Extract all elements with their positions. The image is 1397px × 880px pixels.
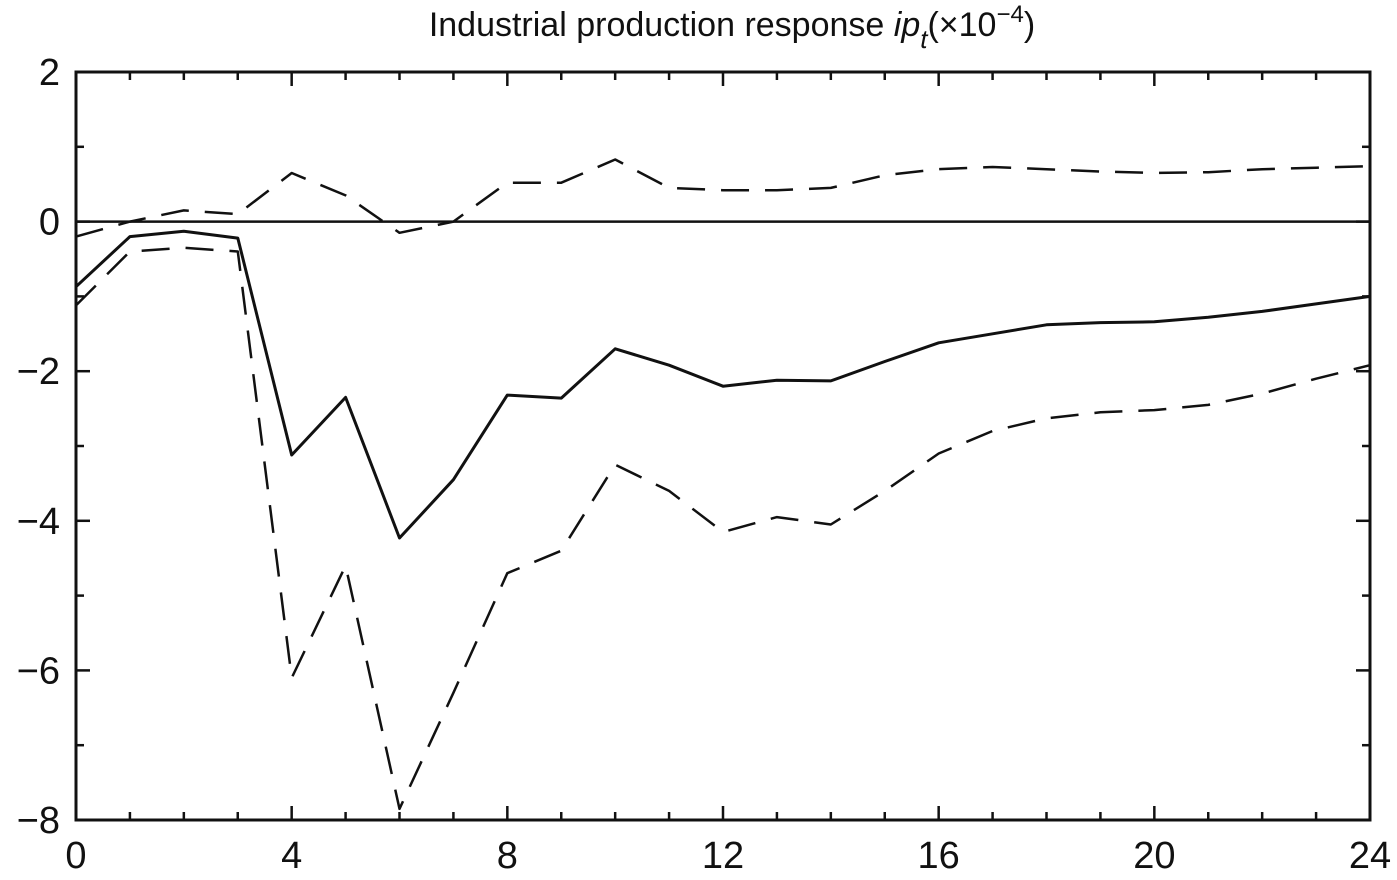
x-tick-label: 12 (702, 835, 744, 877)
chart-title-scale-suffix: ) (1024, 6, 1035, 44)
series-line-1 (74, 229, 1371, 540)
chart-title-symbol: ip (894, 6, 920, 44)
axis-ticks (74, 70, 1372, 822)
x-tick-label: 20 (1133, 835, 1175, 877)
plot-frame (74, 70, 1372, 822)
y-tick-label: −6 (17, 650, 60, 692)
x-tick-label: 24 (1349, 835, 1391, 877)
y-tick-label: 0 (39, 202, 60, 244)
tick-labels: 0 4 8 12 16 20 24 −8 −6 −4 −2 0 2 (17, 52, 1391, 877)
y-tick-label: 2 (39, 52, 60, 94)
series-layer (74, 158, 1371, 811)
series-line-2 (75, 158, 1371, 238)
chart-title-subscript: t (920, 24, 929, 54)
x-tick-label: 8 (497, 835, 518, 877)
x-tick-label: 4 (281, 835, 302, 877)
chart-title-scale-exponent: −4 (996, 1, 1023, 28)
chart-title-text: Industrial production response (429, 6, 894, 44)
x-tick-label: 0 (65, 835, 86, 877)
x-tick-label: 16 (918, 835, 960, 877)
y-tick-label: −4 (17, 501, 60, 543)
y-tick-label: −8 (17, 800, 60, 842)
chart-title-scale-prefix: (×10 (927, 6, 996, 44)
series-line-3 (75, 246, 1371, 811)
y-tick-label: −2 (17, 351, 60, 393)
chart-title: Industrial production response ipt(×10−4… (429, 1, 1035, 54)
